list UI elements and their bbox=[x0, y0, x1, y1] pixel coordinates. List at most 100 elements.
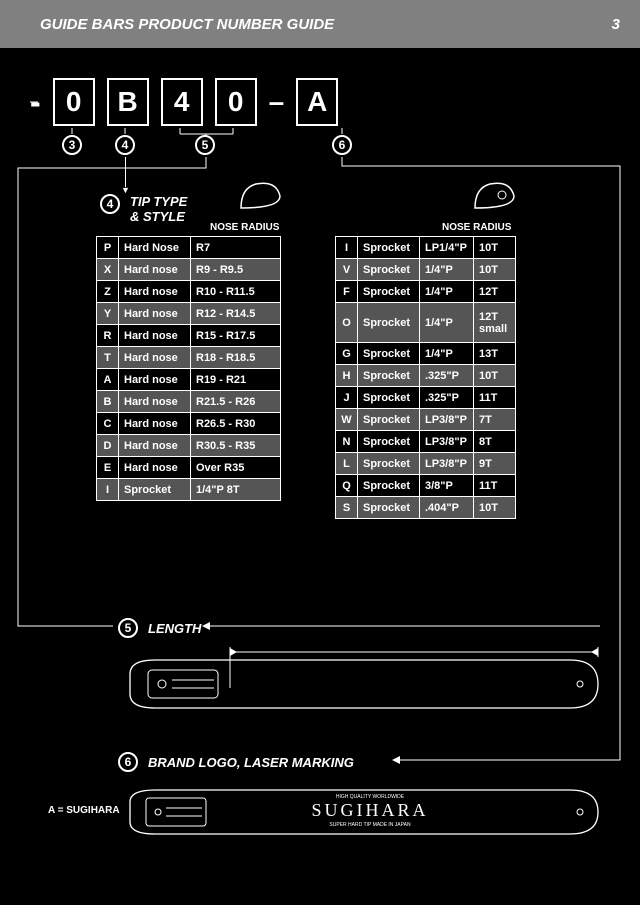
svg-text:SUPER HARD TIP MADE IN JAP: SUPER HARD TIP MADE IN JAPAN bbox=[329, 822, 411, 828]
radius-cell: R12 - R14.5 bbox=[191, 303, 281, 325]
sec4-title-l1: TIP TYPE bbox=[130, 194, 187, 209]
type-cell: Hard nose bbox=[119, 303, 191, 325]
type-cell: Hard Nose bbox=[119, 237, 191, 259]
code-cell: R bbox=[97, 325, 119, 347]
radius-cell: R9 - R9.5 bbox=[191, 259, 281, 281]
sec4-title: TIP TYPE & STYLE bbox=[130, 194, 187, 224]
table-row: PHard NoseR7 bbox=[97, 237, 281, 259]
teeth-cell: 13T bbox=[474, 343, 516, 365]
table-row: LSprocketLP3/8"P9T bbox=[336, 453, 516, 475]
type-cell: Hard nose bbox=[119, 391, 191, 413]
teeth-cell: 12T small bbox=[474, 303, 516, 343]
type-cell: Hard nose bbox=[119, 347, 191, 369]
radius-cell: R21.5 - R26 bbox=[191, 391, 281, 413]
svg-text:HIGH QUALITY WORLDWIDE: HIGH QUALITY WORLDWIDE bbox=[336, 794, 405, 800]
pitch-cell: .325"P bbox=[420, 387, 474, 409]
type-cell: Sprocket bbox=[358, 303, 420, 343]
type-cell: Hard nose bbox=[119, 413, 191, 435]
teeth-cell: 10T bbox=[474, 497, 516, 519]
radius-cell: 1/4"P 8T bbox=[191, 479, 281, 501]
type-cell: Sprocket bbox=[358, 281, 420, 303]
teeth-cell: 7T bbox=[474, 409, 516, 431]
type-cell: Hard nose bbox=[119, 457, 191, 479]
radius-cell: Over R35 bbox=[191, 457, 281, 479]
type-cell: Sprocket bbox=[358, 237, 420, 259]
code-cell: Q bbox=[336, 475, 358, 497]
table-row: BHard noseR21.5 - R26 bbox=[97, 391, 281, 413]
table-row: AHard noseR19 - R21 bbox=[97, 369, 281, 391]
type-cell: Hard nose bbox=[119, 435, 191, 457]
pitch-cell: LP3/8"P bbox=[420, 453, 474, 475]
teeth-cell: 11T bbox=[474, 475, 516, 497]
code-cell: X bbox=[97, 259, 119, 281]
code-cell: J bbox=[336, 387, 358, 409]
table-row: WSprocketLP3/8"P7T bbox=[336, 409, 516, 431]
pitch-cell: LP3/8"P bbox=[420, 431, 474, 453]
pitch-cell: LP1/4"P bbox=[420, 237, 474, 259]
code-cell: G bbox=[336, 343, 358, 365]
type-cell: Hard nose bbox=[119, 259, 191, 281]
table-row: THard noseR18 - R18.5 bbox=[97, 347, 281, 369]
code-cell: O bbox=[336, 303, 358, 343]
nose-hdr-right: NOSE RADIUS bbox=[442, 222, 511, 233]
pitch-cell: 1/4"P bbox=[420, 303, 474, 343]
table-row: CHard noseR26.5 - R30 bbox=[97, 413, 281, 435]
radius-cell: R7 bbox=[191, 237, 281, 259]
type-cell: Sprocket bbox=[119, 479, 191, 501]
sec5-label: LENGTH bbox=[148, 621, 201, 636]
table-row: QSprocket3/8"P11T bbox=[336, 475, 516, 497]
pitch-cell: LP3/8"P bbox=[420, 409, 474, 431]
type-cell: Sprocket bbox=[358, 475, 420, 497]
table-row: ZHard noseR10 - R11.5 bbox=[97, 281, 281, 303]
table-row: GSprocket1/4"P13T bbox=[336, 343, 516, 365]
code-cell: C bbox=[97, 413, 119, 435]
type-cell: Sprocket bbox=[358, 365, 420, 387]
table-row: JSprocket.325"P11T bbox=[336, 387, 516, 409]
guide-bar-length bbox=[120, 644, 610, 724]
teeth-cell: 10T bbox=[474, 259, 516, 281]
table-row: NSprocketLP3/8"P8T bbox=[336, 431, 516, 453]
pitch-cell: .325"P bbox=[420, 365, 474, 387]
teeth-cell: 10T bbox=[474, 365, 516, 387]
guide-bar-brand: SUGIHARA HIGH QUALITY WORLDWIDE SUPER HA… bbox=[120, 780, 610, 850]
code-cell: L bbox=[336, 453, 358, 475]
nose-icon-sprocket bbox=[470, 178, 520, 214]
type-cell: Sprocket bbox=[358, 497, 420, 519]
teeth-cell: 9T bbox=[474, 453, 516, 475]
type-cell: Sprocket bbox=[358, 453, 420, 475]
code-cell: V bbox=[336, 259, 358, 281]
table-row: ISprocketLP1/4"P10T bbox=[336, 237, 516, 259]
type-cell: Sprocket bbox=[358, 431, 420, 453]
code-cell: N bbox=[336, 431, 358, 453]
radius-cell: R18 - R18.5 bbox=[191, 347, 281, 369]
teeth-cell: 8T bbox=[474, 431, 516, 453]
type-cell: Sprocket bbox=[358, 409, 420, 431]
type-cell: Hard nose bbox=[119, 369, 191, 391]
table-row: YHard noseR12 - R14.5 bbox=[97, 303, 281, 325]
table-row: FSprocket1/4"P12T bbox=[336, 281, 516, 303]
teeth-cell: 10T bbox=[474, 237, 516, 259]
tip-table-right: ISprocketLP1/4"P10TVSprocket1/4"P10TFSpr… bbox=[335, 236, 516, 519]
code-cell: W bbox=[336, 409, 358, 431]
radius-cell: R30.5 - R35 bbox=[191, 435, 281, 457]
type-cell: Hard nose bbox=[119, 281, 191, 303]
code-cell: D bbox=[97, 435, 119, 457]
table-row: ISprocket1/4"P 8T bbox=[97, 479, 281, 501]
code-cell: S bbox=[336, 497, 358, 519]
sec6-row: 6 BRAND LOGO, LASER MARKING bbox=[118, 752, 354, 772]
code-cell: B bbox=[97, 391, 119, 413]
code-cell: T bbox=[97, 347, 119, 369]
nose-icon-hard bbox=[236, 178, 286, 214]
pitch-cell: 3/8"P bbox=[420, 475, 474, 497]
table-row: VSprocket1/4"P10T bbox=[336, 259, 516, 281]
pitch-cell: 1/4"P bbox=[420, 259, 474, 281]
type-cell: Sprocket bbox=[358, 259, 420, 281]
sec6-label: BRAND LOGO, LASER MARKING bbox=[148, 755, 354, 770]
sec5-circle: 5 bbox=[118, 618, 138, 638]
teeth-cell: 12T bbox=[474, 281, 516, 303]
table-row: SSprocket.404"P10T bbox=[336, 497, 516, 519]
radius-cell: R19 - R21 bbox=[191, 369, 281, 391]
pitch-cell: 1/4"P bbox=[420, 281, 474, 303]
brand-logo-text: SUGIHARA bbox=[311, 800, 428, 820]
code-cell: E bbox=[97, 457, 119, 479]
